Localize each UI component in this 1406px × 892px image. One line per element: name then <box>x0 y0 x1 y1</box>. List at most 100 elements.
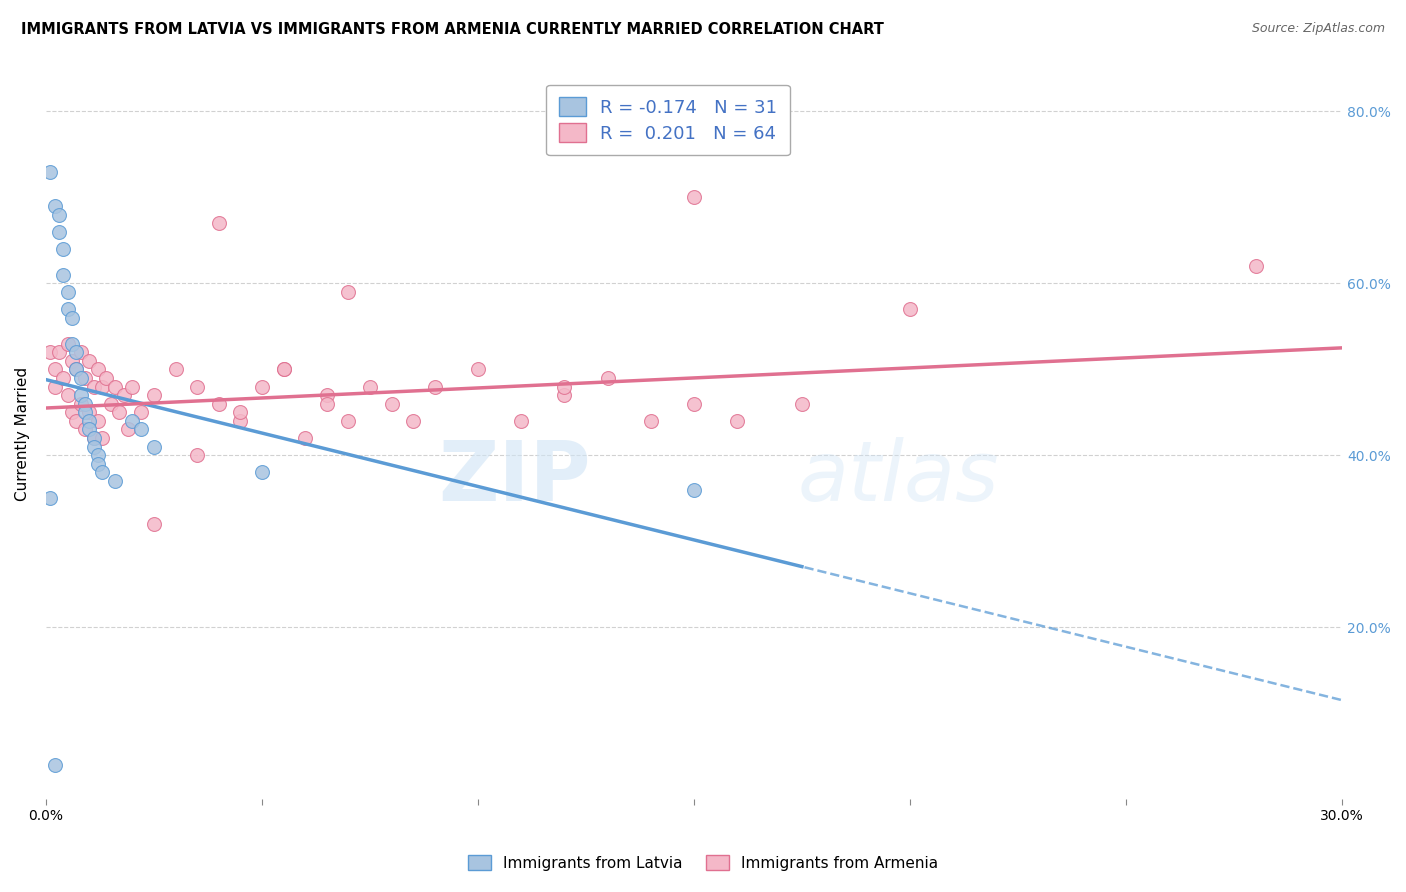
Point <box>108 405 131 419</box>
Point <box>52 268 75 282</box>
Point <box>73 371 96 385</box>
Point <box>73 397 96 411</box>
Point <box>121 379 143 393</box>
Point <box>112 388 135 402</box>
Point <box>402 414 425 428</box>
Point <box>294 431 316 445</box>
Point <box>48 225 70 239</box>
Point <box>683 190 706 204</box>
Point <box>83 379 105 393</box>
Point <box>60 310 83 325</box>
Text: IMMIGRANTS FROM LATVIA VS IMMIGRANTS FROM ARMENIA CURRENTLY MARRIED CORRELATION : IMMIGRANTS FROM LATVIA VS IMMIGRANTS FRO… <box>21 22 884 37</box>
Point <box>186 448 208 462</box>
Point <box>83 431 105 445</box>
Point <box>77 405 100 419</box>
Point <box>250 466 273 480</box>
Point <box>96 371 118 385</box>
Point <box>52 371 75 385</box>
Legend: Immigrants from Latvia, Immigrants from Armenia: Immigrants from Latvia, Immigrants from … <box>458 846 948 880</box>
Point <box>44 199 66 213</box>
Point <box>186 379 208 393</box>
Point <box>640 414 662 428</box>
Y-axis label: Currently Married: Currently Married <box>15 367 30 500</box>
Point <box>553 388 575 402</box>
Point <box>683 397 706 411</box>
Point <box>65 362 87 376</box>
Point <box>87 414 110 428</box>
Point <box>77 353 100 368</box>
Point <box>69 397 91 411</box>
Point <box>467 362 489 376</box>
Point <box>65 362 87 376</box>
Point <box>83 440 105 454</box>
Point <box>77 422 100 436</box>
Point <box>100 397 122 411</box>
Point <box>315 388 337 402</box>
Point <box>104 379 127 393</box>
Point <box>129 422 152 436</box>
Point <box>91 379 114 393</box>
Point <box>143 516 166 531</box>
Point <box>39 164 62 178</box>
Point <box>48 345 70 359</box>
Point <box>39 345 62 359</box>
Point <box>117 422 139 436</box>
Point <box>792 397 814 411</box>
Text: atlas: atlas <box>797 437 1000 518</box>
Point <box>87 448 110 462</box>
Point <box>69 388 91 402</box>
Point <box>60 336 83 351</box>
Point <box>510 414 533 428</box>
Point <box>104 474 127 488</box>
Point <box>65 414 87 428</box>
Point <box>273 362 295 376</box>
Point <box>337 285 360 299</box>
Point <box>1244 259 1267 273</box>
Point <box>596 371 619 385</box>
Point <box>39 491 62 506</box>
Point <box>208 397 231 411</box>
Text: Source: ZipAtlas.com: Source: ZipAtlas.com <box>1251 22 1385 36</box>
Text: ZIP: ZIP <box>437 437 591 518</box>
Point <box>229 414 252 428</box>
Point <box>60 405 83 419</box>
Point <box>56 336 79 351</box>
Point <box>44 362 66 376</box>
Point <box>229 405 252 419</box>
Point <box>83 431 105 445</box>
Point <box>381 397 404 411</box>
Point <box>60 353 83 368</box>
Point <box>91 431 114 445</box>
Point <box>73 422 96 436</box>
Point <box>56 388 79 402</box>
Point <box>129 405 152 419</box>
Point <box>553 379 575 393</box>
Point <box>423 379 446 393</box>
Point <box>683 483 706 497</box>
Point <box>69 371 91 385</box>
Point <box>48 208 70 222</box>
Point <box>165 362 187 376</box>
Point <box>143 440 166 454</box>
Point <box>359 379 381 393</box>
Point <box>725 414 748 428</box>
Point <box>315 397 337 411</box>
Point <box>77 414 100 428</box>
Point <box>143 388 166 402</box>
Point <box>250 379 273 393</box>
Point <box>52 242 75 256</box>
Point <box>65 345 87 359</box>
Point <box>273 362 295 376</box>
Point <box>898 302 921 317</box>
Point <box>87 362 110 376</box>
Point <box>337 414 360 428</box>
Point <box>208 216 231 230</box>
Point <box>44 757 66 772</box>
Point <box>87 457 110 471</box>
Legend: R = -0.174   N = 31, R =  0.201   N = 64: R = -0.174 N = 31, R = 0.201 N = 64 <box>547 85 790 155</box>
Point <box>121 414 143 428</box>
Point <box>56 302 79 317</box>
Point <box>73 405 96 419</box>
Point <box>91 466 114 480</box>
Point <box>69 345 91 359</box>
